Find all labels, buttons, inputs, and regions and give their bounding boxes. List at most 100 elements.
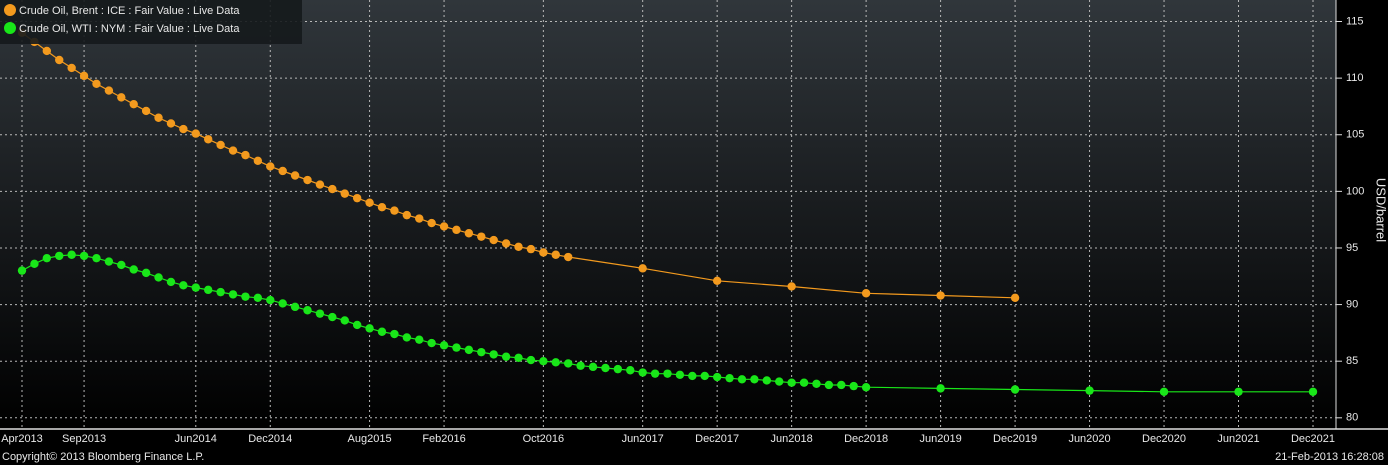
data-point <box>42 253 52 263</box>
data-point <box>812 379 821 389</box>
data-point <box>290 302 300 312</box>
data-point <box>390 329 399 339</box>
data-point <box>377 327 387 336</box>
data-point <box>117 93 126 102</box>
data-point <box>141 268 151 278</box>
data-point <box>477 347 486 357</box>
data-point <box>315 180 325 189</box>
data-point <box>402 210 412 220</box>
data-point <box>539 356 548 366</box>
y-axis-label: USD/barrel <box>1374 178 1388 242</box>
data-point <box>477 232 486 241</box>
legend-marker <box>4 22 16 34</box>
data-point <box>166 277 176 287</box>
data-point <box>415 335 424 344</box>
data-point <box>266 295 275 305</box>
data-point <box>737 375 747 384</box>
x-tick-label: Jun2018 <box>771 433 813 445</box>
data-point <box>17 266 27 275</box>
x-tick-label: Dec2019 <box>993 433 1037 445</box>
x-tick-label: Jun2020 <box>1068 433 1110 445</box>
data-point <box>514 242 523 252</box>
data-point <box>228 146 238 155</box>
data-point <box>688 371 697 381</box>
data-point <box>352 193 362 203</box>
data-point <box>626 366 635 375</box>
data-point <box>936 291 945 300</box>
data-point <box>526 244 536 254</box>
data-point <box>1308 387 1318 396</box>
footer-timestamp: 21-Feb-2013 16:28:08 <box>1275 451 1384 463</box>
footer-copyright: Copyright© 2013 Bloomberg Finance L.P. <box>2 451 204 463</box>
data-point <box>191 129 200 138</box>
marks <box>17 28 1318 396</box>
data-point <box>712 276 722 286</box>
data-point <box>365 198 374 207</box>
data-point <box>179 124 188 134</box>
data-point <box>79 71 89 81</box>
data-point <box>278 299 287 308</box>
data-point <box>365 324 374 333</box>
data-point <box>303 306 312 315</box>
data-point <box>1234 387 1243 396</box>
data-point <box>762 376 772 385</box>
data-point <box>775 377 784 386</box>
data-point <box>340 189 349 198</box>
data-point <box>390 206 399 215</box>
data-point <box>849 381 858 391</box>
x-tick-label: Aug2015 <box>348 433 392 445</box>
data-point <box>700 371 709 381</box>
data-point <box>303 175 312 185</box>
data-point <box>501 239 511 248</box>
data-point <box>253 293 263 302</box>
data-point <box>427 218 436 228</box>
data-point <box>42 46 52 56</box>
data-point <box>514 353 523 362</box>
y-tick-label: 90 <box>1346 298 1358 310</box>
data-point <box>837 380 846 390</box>
y-tick-label: 95 <box>1346 242 1358 254</box>
data-point <box>129 265 138 274</box>
data-point <box>638 264 647 273</box>
data-point <box>67 250 76 259</box>
y-tick-label: 100 <box>1346 185 1364 197</box>
data-point <box>663 369 672 378</box>
legend-label: Crude Oil, WTI : NYM : Fair Value : Live… <box>19 23 240 35</box>
data-point <box>439 341 449 350</box>
data-point <box>290 171 300 180</box>
x-tick-label: Dec2017 <box>695 433 739 445</box>
data-point <box>539 248 548 257</box>
legend-box <box>0 0 302 44</box>
data-point <box>154 113 163 122</box>
data-point <box>1159 387 1169 396</box>
data-point <box>824 380 834 390</box>
data-point <box>315 309 325 318</box>
data-point <box>191 283 200 292</box>
legend-marker <box>4 4 16 16</box>
data-point <box>216 140 225 150</box>
data-point <box>464 345 474 355</box>
data-point <box>402 333 412 342</box>
x-tick-label: Dec2020 <box>1142 433 1186 445</box>
data-point <box>241 150 250 160</box>
data-point <box>67 63 76 73</box>
data-point <box>452 225 461 235</box>
x-tick-label: Sep2013 <box>62 433 106 445</box>
data-point <box>204 135 213 144</box>
data-point <box>861 289 871 298</box>
data-point <box>266 162 275 171</box>
data-point <box>228 290 238 299</box>
data-point <box>427 338 436 348</box>
x-tick-label: Jun2019 <box>919 433 961 445</box>
data-point <box>861 383 871 392</box>
data-point <box>117 260 126 270</box>
data-point <box>92 79 101 88</box>
data-point <box>675 370 685 379</box>
data-point <box>439 222 449 231</box>
data-point <box>328 184 337 194</box>
data-point <box>712 372 722 382</box>
data-point <box>551 250 560 259</box>
data-point <box>141 106 151 116</box>
y-tick-label: 110 <box>1346 72 1364 84</box>
data-point <box>216 287 225 297</box>
